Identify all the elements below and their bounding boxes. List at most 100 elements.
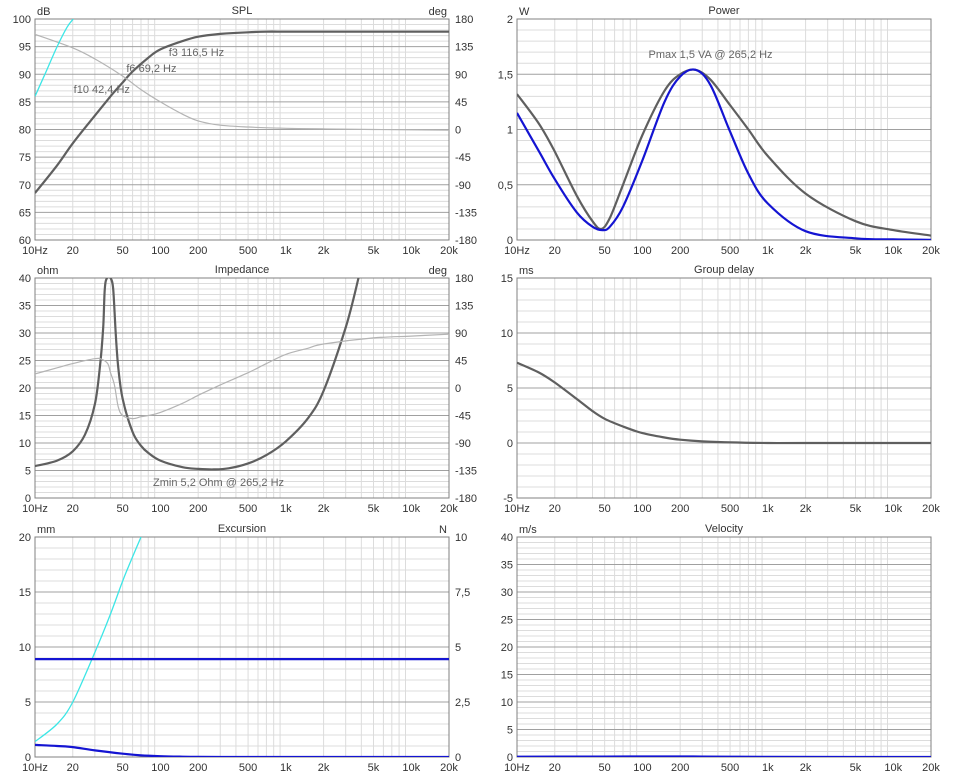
x-tick-label: 200 bbox=[671, 503, 689, 515]
y-tick-label: 95 bbox=[19, 42, 31, 54]
annotation-label: Zmin 5,2 Ohm @ 265,2 Hz bbox=[153, 477, 284, 489]
y-tick-label: 30 bbox=[501, 587, 513, 599]
y-tick-label: 1 bbox=[507, 125, 513, 137]
x-tick-label: 2k bbox=[800, 503, 812, 515]
x-tick-label: 500 bbox=[239, 503, 257, 515]
x-tick-label: 100 bbox=[151, 245, 169, 257]
x-tick-label: 50 bbox=[117, 503, 129, 515]
excursion-series-line bbox=[35, 537, 142, 743]
y2-tick-label: 5 bbox=[455, 642, 461, 654]
y-tick-label: 1,5 bbox=[498, 69, 513, 81]
x-tick-label: 10k bbox=[402, 503, 420, 515]
y-tick-label: 25 bbox=[501, 615, 513, 627]
y2-tick-label: 90 bbox=[455, 69, 467, 81]
x-tick-label: 10Hz bbox=[504, 245, 530, 257]
y-tick-label: 0,5 bbox=[498, 180, 513, 192]
y2-tick-label: 10 bbox=[455, 532, 467, 544]
y-tick-label: 5 bbox=[25, 697, 31, 709]
x-tick-label: 500 bbox=[721, 762, 739, 774]
y-axis-unit: dB bbox=[37, 6, 50, 18]
x-tick-label: 100 bbox=[633, 245, 651, 257]
y2-tick-label: 2,5 bbox=[455, 697, 470, 709]
x-tick-label: 50 bbox=[117, 245, 129, 257]
chart-title: Group delay bbox=[694, 264, 754, 276]
y-tick-label: 35 bbox=[19, 301, 31, 313]
x-tick-label: 20 bbox=[549, 245, 561, 257]
x-tick-label: 50 bbox=[117, 762, 129, 774]
x-tick-label: 10Hz bbox=[22, 503, 48, 515]
y2-tick-label: -135 bbox=[455, 207, 477, 219]
y-tick-label: 35 bbox=[501, 560, 513, 572]
y-tick-label: 10 bbox=[19, 438, 31, 450]
x-tick-label: 10k bbox=[884, 503, 902, 515]
y-tick-label: 40 bbox=[19, 273, 31, 285]
y-tick-label: 90 bbox=[19, 69, 31, 81]
chart-title: Power bbox=[708, 5, 740, 17]
y-tick-label: 70 bbox=[19, 180, 31, 192]
x-tick-label: 50 bbox=[599, 503, 611, 515]
y-tick-label: 15 bbox=[501, 273, 513, 285]
y2-axis-unit: N bbox=[439, 524, 447, 536]
y-tick-label: -5 bbox=[503, 493, 513, 505]
x-tick-label: 10k bbox=[402, 245, 420, 257]
x-tick-label: 2k bbox=[318, 245, 330, 257]
spl-series-line bbox=[35, 30, 449, 194]
x-tick-label: 100 bbox=[151, 762, 169, 774]
x-tick-label: 10k bbox=[884, 245, 902, 257]
y2-tick-label: -90 bbox=[455, 180, 471, 192]
y-axis-unit: ms bbox=[519, 265, 534, 277]
annotation-label: Pmax 1,5 VA @ 265,2 Hz bbox=[648, 49, 772, 61]
x-tick-label: 20k bbox=[922, 245, 940, 257]
power-series-line bbox=[517, 68, 931, 240]
y2-tick-label: -180 bbox=[455, 493, 477, 505]
y2-tick-label: 45 bbox=[455, 356, 467, 368]
x-tick-label: 2k bbox=[318, 762, 330, 774]
x-tick-label: 5k bbox=[368, 245, 380, 257]
y-tick-label: 20 bbox=[19, 383, 31, 395]
x-tick-label: 1k bbox=[762, 245, 774, 257]
y-tick-label: 10 bbox=[501, 697, 513, 709]
x-tick-label: 2k bbox=[318, 503, 330, 515]
y-tick-label: 40 bbox=[501, 532, 513, 544]
x-tick-label: 1k bbox=[280, 503, 292, 515]
chart-title: SPL bbox=[232, 5, 253, 17]
y-axis-unit: mm bbox=[37, 524, 55, 536]
x-tick-label: 500 bbox=[721, 503, 739, 515]
y-tick-label: 20 bbox=[19, 532, 31, 544]
y-tick-label: 60 bbox=[19, 235, 31, 247]
y2-tick-label: 7,5 bbox=[455, 587, 470, 599]
impedance-chart: Impedance ohm deg 0 5 10 15 20 25 30 35 40 -180 -135 -… bbox=[19, 264, 477, 515]
x-tick-label: 1k bbox=[762, 762, 774, 774]
y-tick-label: 0 bbox=[507, 235, 513, 247]
x-tick-label: 500 bbox=[721, 245, 739, 257]
velocity-series-line bbox=[517, 755, 931, 757]
y2-tick-label: -90 bbox=[455, 438, 471, 450]
x-tick-label: 1k bbox=[280, 762, 292, 774]
x-tick-label: 500 bbox=[239, 762, 257, 774]
x-tick-label: 20k bbox=[440, 762, 458, 774]
y2-tick-label: 45 bbox=[455, 97, 467, 109]
y-tick-label: 0 bbox=[25, 752, 31, 764]
x-tick-label: 100 bbox=[151, 503, 169, 515]
x-tick-label: 50 bbox=[599, 245, 611, 257]
x-tick-label: 20 bbox=[549, 503, 561, 515]
spl-chart: SPL dB deg 60 65 70 75 80 85 90 95 100 -180 -135 -90 -4… bbox=[13, 5, 477, 257]
y2-tick-label: -180 bbox=[455, 235, 477, 247]
y-tick-label: 80 bbox=[19, 125, 31, 137]
x-tick-label: 10Hz bbox=[504, 762, 530, 774]
plot-frame bbox=[516, 18, 932, 241]
x-tick-label: 20 bbox=[67, 245, 79, 257]
y-axis-unit: ohm bbox=[37, 265, 58, 277]
y-tick-label: 75 bbox=[19, 152, 31, 164]
y-tick-label: 2 bbox=[507, 14, 513, 26]
annotation-label: f10 42,4 Hz bbox=[74, 84, 130, 96]
y-tick-label: 15 bbox=[19, 587, 31, 599]
y-tick-label: 0 bbox=[507, 752, 513, 764]
plot-frame bbox=[516, 277, 932, 499]
excursion-series-line bbox=[35, 743, 449, 757]
y-axis-unit: W bbox=[519, 6, 530, 18]
x-tick-label: 20k bbox=[440, 245, 458, 257]
power-chart: Power W 0 0,5 1 1,5 2 10Hz 20 50 100 200 500 1k 2k 5k 10… bbox=[498, 5, 941, 257]
